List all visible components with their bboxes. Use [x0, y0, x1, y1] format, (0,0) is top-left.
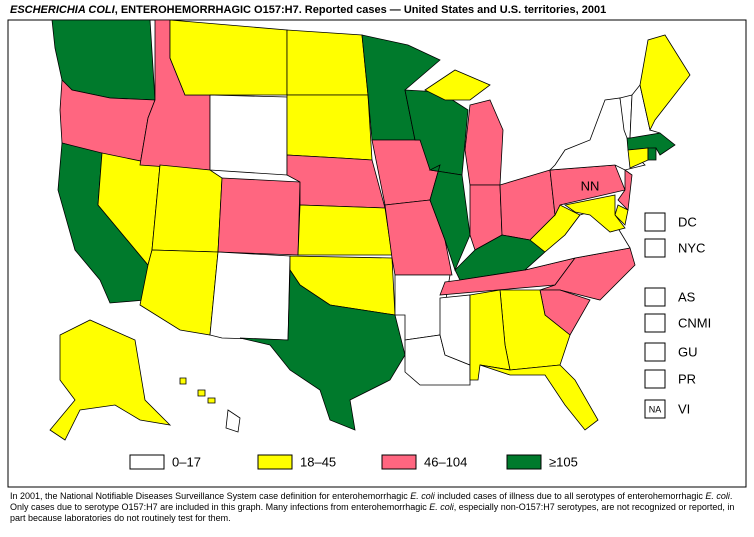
territory-box [644, 287, 666, 307]
region [179, 377, 187, 385]
territory-label: GU [678, 344, 698, 359]
territory-label: AS [678, 289, 696, 304]
territory-box-label: NA [649, 404, 662, 414]
footnote-part: included cases of illness due to all ser… [434, 491, 706, 501]
legend-label: 0–17 [172, 454, 201, 469]
region [647, 147, 657, 161]
region [209, 251, 291, 341]
territory-box [644, 399, 666, 419]
territory-box [644, 313, 666, 333]
legend-swatch [381, 454, 417, 470]
region [139, 249, 219, 336]
region [639, 34, 691, 132]
region [479, 364, 599, 431]
footnote-part: . Only cases due to serotype O157:H7 are… [10, 491, 733, 512]
territory-box [644, 342, 666, 362]
legend-swatch [129, 454, 165, 470]
region [629, 84, 661, 139]
footnote-part: E. coli [410, 491, 435, 501]
territory-box [644, 238, 666, 258]
region [617, 169, 633, 211]
legend-label: 18–45 [300, 454, 336, 469]
region [464, 99, 504, 186]
region [564, 194, 626, 233]
region [197, 389, 206, 397]
region [297, 204, 393, 256]
region [209, 94, 288, 176]
region [286, 94, 373, 161]
title: ESCHERICHIA COLI, ENTEROHEMORRHAGIC O157… [10, 4, 606, 16]
legend-label: 46–104 [424, 454, 467, 469]
map: NN DC NYC AS CNMI GU PR NA VI 0–17 18–45 46–104 ≥105 [7, 19, 747, 488]
region [424, 69, 491, 101]
region [439, 294, 471, 366]
footnote-part: , especially non-O157:H7 serotypes, are … [10, 502, 735, 523]
frame [7, 19, 747, 488]
map-label: NN [581, 178, 600, 193]
footnote-part: E. coli [429, 502, 454, 512]
territory-label: VI [678, 401, 690, 416]
territory-label: NYC [678, 240, 705, 255]
legend-label: ≥105 [549, 454, 578, 469]
region [286, 154, 386, 209]
territory-box [644, 369, 666, 389]
territory-label: DC [678, 214, 697, 229]
region [151, 164, 223, 253]
region [207, 397, 216, 404]
title-italic: ESCHERICHIA COLI [10, 4, 115, 16]
region [49, 319, 172, 441]
footnote-part: In 2001, the National Notifiable Disease… [10, 491, 411, 501]
footnote-part: E. coli [705, 491, 730, 501]
region [217, 177, 301, 256]
legend-swatch [506, 454, 542, 470]
title-rest: , ENTEROHEMORRHAGIC O157:H7. Reported ca… [114, 4, 607, 16]
region [619, 94, 633, 139]
region [614, 204, 629, 226]
region [225, 409, 241, 433]
territory-box [644, 212, 666, 232]
territory-label: PR [678, 371, 696, 386]
region [169, 19, 288, 96]
legend-swatch [257, 454, 293, 470]
territory-label: CNMI [678, 315, 711, 330]
region [286, 29, 369, 96]
region [239, 268, 406, 431]
region [428, 164, 471, 272]
region [539, 247, 636, 301]
footnote: In 2001, the National Notifiable Disease… [10, 491, 744, 524]
